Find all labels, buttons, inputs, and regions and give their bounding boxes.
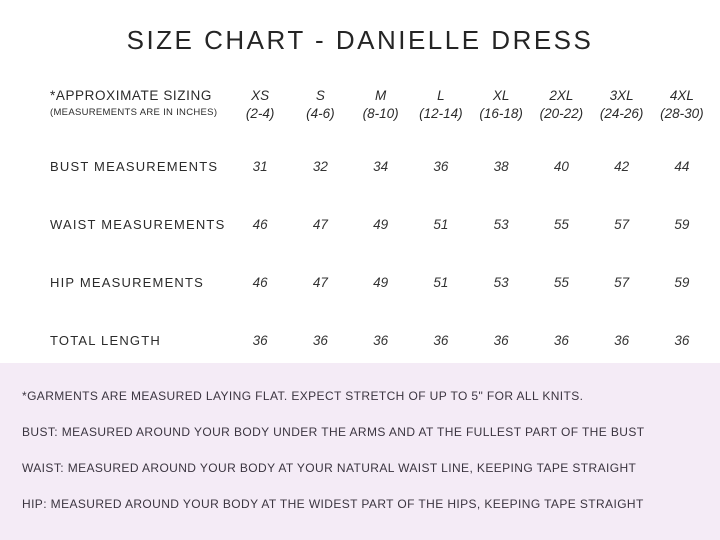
- table-cell: 59: [674, 217, 690, 232]
- size-name: XL: [492, 88, 510, 103]
- table-cell: 47: [312, 217, 328, 232]
- size-name: XS: [251, 88, 270, 103]
- note-waist: WAIST: MEASURED AROUND YOUR BODY AT YOUR…: [22, 461, 637, 475]
- table-cell: 40: [553, 159, 569, 174]
- row-label-waist: WAIST MEASUREMENTS: [50, 217, 226, 232]
- table-row-hip: HIP MEASUREMENTS 46 47 49 51 53 55 57 59: [0, 275, 720, 291]
- table-cell: 36: [674, 333, 690, 348]
- table-row-waist: WAIST MEASUREMENTS 46 47 49 51 53 55 57 …: [0, 217, 720, 233]
- table-cell: 36: [312, 333, 328, 348]
- size-range: (2-4): [245, 106, 275, 121]
- column-header-xs: XS (2-4): [230, 87, 290, 123]
- table-cell: 59: [674, 275, 690, 290]
- size-range: (20-22): [539, 106, 584, 121]
- table-cell: 47: [312, 275, 328, 290]
- table-cell: 31: [252, 159, 268, 174]
- table-cell: 51: [433, 275, 449, 290]
- size-name: S: [315, 88, 325, 103]
- table-cell: 49: [373, 217, 389, 232]
- size-range: (28-30): [660, 106, 704, 121]
- column-header-l: L (12-14): [411, 87, 471, 123]
- size-name: L: [437, 88, 445, 103]
- column-header-3xl: 3XL (24-26): [592, 87, 652, 123]
- size-name: M: [375, 88, 387, 103]
- note-bust: BUST: MEASURED AROUND YOUR BODY UNDER TH…: [22, 425, 645, 439]
- table-cell: 55: [553, 217, 569, 232]
- column-header-4xl: 4XL (28-30): [652, 87, 712, 123]
- table-cell: 36: [373, 333, 389, 348]
- column-header-m: M (8-10): [351, 87, 411, 123]
- table-cell: 57: [614, 217, 630, 232]
- table-cell: 44: [674, 159, 690, 174]
- table-cell: 49: [373, 275, 389, 290]
- size-table: *APPROXIMATE SIZING (MEASUREMENTS ARE IN…: [0, 87, 720, 349]
- row-label-hip: HIP MEASUREMENTS: [50, 275, 205, 290]
- size-name: 4XL: [669, 88, 694, 103]
- table-cell: 36: [252, 333, 268, 348]
- table-cell: 46: [252, 217, 268, 232]
- table-cell: 57: [614, 275, 630, 290]
- note-hip: HIP: MEASURED AROUND YOUR BODY AT THE WI…: [22, 497, 644, 511]
- table-cell: 36: [553, 333, 569, 348]
- table-cell: 36: [433, 159, 449, 174]
- measurement-notes-section: *GARMENTS ARE MEASURED LAYING FLAT. EXPE…: [0, 363, 720, 540]
- size-range: (24-26): [599, 106, 644, 121]
- size-range: (8-10): [362, 106, 399, 121]
- page-title: SIZE CHART - DANIELLE DRESS: [126, 25, 594, 55]
- row-label-total-length: TOTAL LENGTH: [50, 333, 161, 348]
- column-header-xl: XL (16-18): [471, 87, 531, 123]
- measurements-units-label: (MEASUREMENTS ARE IN INCHES): [50, 107, 218, 118]
- table-cell: 36: [614, 333, 630, 348]
- table-cell: 32: [312, 159, 328, 174]
- table-row-total-length: TOTAL LENGTH 36 36 36 36 36 36 36 36: [0, 333, 720, 349]
- size-range: (12-14): [419, 106, 463, 121]
- size-name: 3XL: [609, 88, 634, 103]
- approximate-sizing-label: *APPROXIMATE SIZING: [50, 88, 212, 103]
- table-cell: 53: [493, 275, 509, 290]
- size-name: 2XL: [549, 88, 574, 103]
- table-header-row: *APPROXIMATE SIZING (MEASUREMENTS ARE IN…: [0, 87, 720, 123]
- table-cell: 36: [493, 333, 509, 348]
- column-header-s: S (4-6): [290, 87, 350, 123]
- table-cell: 55: [553, 275, 569, 290]
- size-range: (4-6): [306, 106, 335, 121]
- note-garments-flat: *GARMENTS ARE MEASURED LAYING FLAT. EXPE…: [22, 389, 584, 403]
- table-row-bust: BUST MEASUREMENTS 31 32 34 36 38 40 42 4…: [0, 159, 720, 175]
- size-chart-section: SIZE CHART - DANIELLE DRESS *APPROXIMATE…: [0, 25, 720, 349]
- table-cell: 34: [373, 159, 389, 174]
- table-corner-label: *APPROXIMATE SIZING (MEASUREMENTS ARE IN…: [50, 87, 230, 118]
- row-label-bust: BUST MEASUREMENTS: [50, 159, 219, 174]
- column-header-2xl: 2XL (20-22): [531, 87, 591, 123]
- table-cell: 38: [493, 159, 509, 174]
- table-cell: 51: [433, 217, 449, 232]
- table-cell: 42: [614, 159, 630, 174]
- table-cell: 53: [493, 217, 509, 232]
- table-cell: 46: [252, 275, 268, 290]
- table-cell: 36: [433, 333, 449, 348]
- size-range: (16-18): [479, 106, 523, 121]
